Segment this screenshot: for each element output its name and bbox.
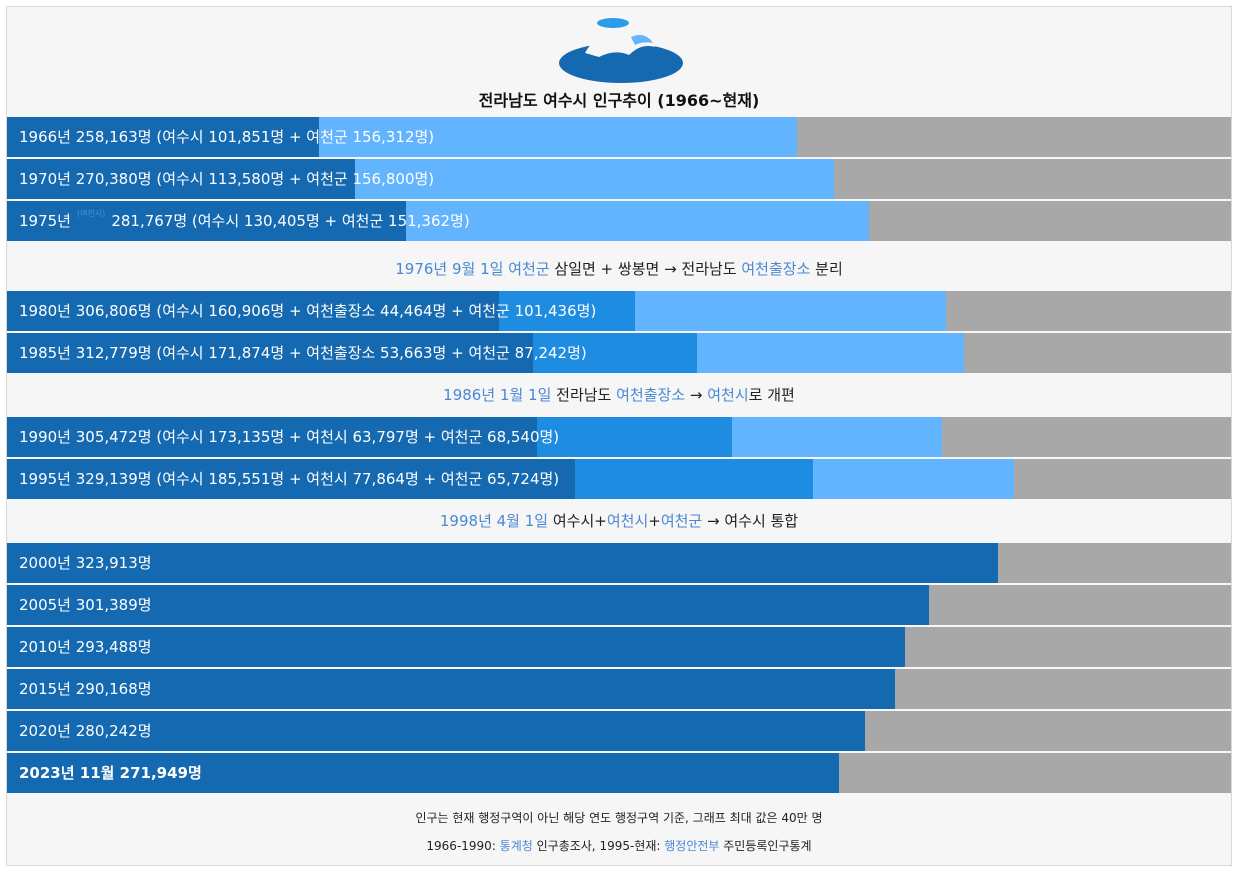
bar-row: 2010년 293,488명: [7, 627, 1231, 667]
chart-header: 전라남도 여수시 인구추이 (1966~현재): [7, 7, 1231, 117]
note-text: → 여수시 통합: [702, 512, 799, 530]
bar-segment: [406, 201, 870, 241]
bar-row: 1985년 312,779명 (여수시 171,874명 + 여천출장소 53,…: [7, 333, 1231, 373]
bar-segment: [7, 201, 407, 241]
bar-segment: [574, 459, 814, 499]
note-link[interactable]: 여천시: [606, 512, 649, 530]
bar-label: 1966년 258,163명 (여수시 101,851명 + 여천군 156,3…: [19, 128, 435, 146]
bar-row: 1980년 306,806명 (여수시 160,906명 + 여천출장소 44,…: [7, 291, 1231, 331]
bar-segment: [7, 585, 930, 625]
bar-label: 2005년 301,389명: [19, 596, 152, 614]
note-text: +: [648, 512, 661, 530]
bar-label: 2000년 323,913명: [19, 554, 152, 572]
bar-segment: [7, 627, 906, 667]
note-link[interactable]: 여천군: [508, 260, 550, 278]
source-text: 인구총조사, 1995-현재:: [532, 839, 665, 853]
admin-change-note-1998: 1998년 4월 1일 여수시+여천시+여천군 → 여수시 통합: [7, 501, 1231, 541]
bar-segment: [532, 333, 698, 373]
admin-change-note-1976: 1976년 9월 1일 여천군 삼일면 + 쌍봉면 → 전라남도 여천출장소 분…: [7, 249, 1231, 289]
bar-segment: [499, 291, 636, 331]
bar-segment: [7, 417, 537, 457]
note-text: →: [685, 386, 708, 404]
source-link[interactable]: 행정안전부: [664, 839, 720, 853]
chart-title: 전라남도 여수시 인구추이 (1966~현재): [478, 91, 760, 110]
bar-segment: [7, 459, 575, 499]
bar-segment: [697, 333, 965, 373]
note-text: 분리: [810, 260, 843, 278]
bar-segment: [732, 417, 942, 457]
bar-segment: [7, 159, 355, 199]
bar-row: 2020년 280,242명: [7, 711, 1231, 751]
note-text: 여수시+: [548, 512, 607, 530]
bar-segment: [7, 117, 319, 157]
source-text: 주민등록인구통계: [719, 839, 812, 853]
bar-row: 2015년 290,168명: [7, 669, 1231, 709]
bar-row: 2023년 11월 271,949명: [7, 753, 1231, 793]
note-text: 삼일면 + 쌍봉면 → 전라남도: [549, 260, 742, 278]
bar-segment: [536, 417, 732, 457]
bar-label: 1990년 305,472명 (여수시 173,135명 + 여천시 63,79…: [19, 428, 560, 446]
bar-label-rest: 281,767명 (여수시 130,405명 + 여천군 151,362명): [111, 212, 470, 230]
footer-source: 1966-1990: 통계청 인구총조사, 1995-현재: 행정안전부 주민등…: [7, 837, 1231, 854]
bar-row: 1995년 329,139명 (여수시 185,551명 + 여천시 77,86…: [7, 459, 1231, 499]
bar-label: 2010년 293,488명: [19, 638, 152, 656]
source-text: 1966-1990:: [426, 839, 500, 853]
bar-label: 1995년 329,139명 (여수시 185,551명 + 여천시 77,86…: [19, 470, 560, 488]
note-text: 전라남도: [551, 386, 617, 404]
bar-label: 1980년 306,806명 (여수시 160,906명 + 여천출장소 44,…: [19, 302, 597, 320]
bar-row: 1975년 (여천시) 281,767명 (여수시 130,405명 + 여천군 1…: [7, 201, 1231, 241]
bar-row: 1970년 270,380명 (여수시 113,580명 + 여천군 156,8…: [7, 159, 1231, 199]
bar-segment: [7, 753, 840, 793]
bar-label: 2020년 280,242명: [19, 722, 152, 740]
bar-segment: [7, 711, 865, 751]
source-link[interactable]: 통계청: [499, 839, 533, 853]
yeosu-logo-icon: [559, 18, 683, 83]
bar-row: 2000년 323,913명: [7, 543, 1231, 583]
bar-label-hidden-note: (여천시): [76, 209, 106, 218]
bar-label: 2015년 290,168명: [19, 680, 152, 698]
bar-label: 1970년 270,380명 (여수시 113,580명 + 여천군 156,8…: [19, 170, 435, 188]
bar-segment: [354, 159, 835, 199]
note-date: 1998년 4월 1일: [439, 512, 549, 530]
bar-row: 1990년 305,472명 (여수시 173,135명 + 여천시 63,79…: [7, 417, 1231, 457]
footer-note: 인구는 현재 행정구역이 아닌 해당 연도 행정구역 기준, 그래프 최대 값은…: [415, 811, 823, 825]
bar-segment: [7, 669, 895, 709]
note-link[interactable]: 여천시: [707, 386, 749, 404]
note-link[interactable]: 여천군: [660, 512, 703, 530]
note-date: 1976년 9월 1일: [395, 260, 504, 278]
bar-segment: [7, 543, 999, 583]
note-link[interactable]: 여천출장소: [616, 386, 686, 404]
bar-label-year: 1975년: [19, 212, 71, 230]
bar-row: 1966년 258,163명 (여수시 101,851명 + 여천군 156,3…: [7, 117, 1231, 157]
bar-segment: [813, 459, 1015, 499]
bar-row: 2005년 301,389명: [7, 585, 1231, 625]
bar-segment: [7, 333, 533, 373]
bar-segment: [318, 117, 797, 157]
bar-label: 1975년 (여천시) 281,767명 (여수시 130,405명 + 여천군 1…: [19, 201, 470, 241]
bar-segment: [635, 291, 946, 331]
note-date: 1986년 1월 1일: [443, 386, 552, 404]
note-link[interactable]: 여천출장소: [741, 260, 811, 278]
bar-label: 1985년 312,779명 (여수시 171,874명 + 여천출장소 53,…: [19, 344, 587, 362]
bar-label: 2023년 11월 271,949명: [19, 764, 202, 782]
admin-change-note-1986: 1986년 1월 1일 전라남도 여천출장소 → 여천시로 개편: [7, 375, 1231, 415]
chart-frame: 전라남도 여수시 인구추이 (1966~현재) 1966년 258,163명 (…: [6, 6, 1232, 866]
bar-segment: [7, 291, 500, 331]
note-text: 로 개편: [748, 386, 795, 404]
